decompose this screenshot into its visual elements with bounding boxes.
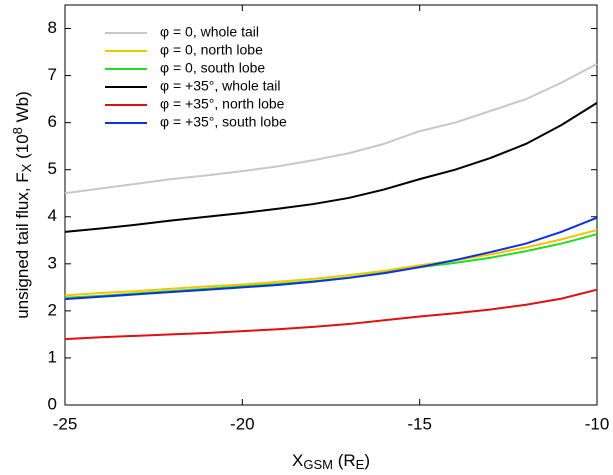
label-part: X bbox=[292, 451, 303, 470]
label-part: (R bbox=[333, 451, 356, 470]
series-line bbox=[64, 102, 598, 233]
legend-label: φ = 0, south lobe bbox=[160, 60, 265, 76]
x-tick-label: -20 bbox=[230, 414, 255, 433]
x-axis-label: XGSM (RE) bbox=[292, 451, 370, 472]
series-line bbox=[64, 228, 598, 297]
label-part: X bbox=[19, 163, 34, 172]
series-line bbox=[64, 233, 598, 299]
legend-label: φ = +35°, south lobe bbox=[160, 114, 287, 130]
x-tick-label: -10 bbox=[585, 414, 610, 433]
label-part: 8 bbox=[10, 127, 25, 134]
y-tick-label: 5 bbox=[48, 159, 57, 178]
y-tick-label: 3 bbox=[48, 253, 57, 272]
series-line bbox=[64, 62, 598, 195]
y-tick-label: 2 bbox=[48, 300, 57, 319]
y-tick-label: 0 bbox=[48, 394, 57, 413]
label-part: unsigned tail flux, F bbox=[13, 172, 32, 318]
plot-frame bbox=[64, 4, 598, 406]
legend-label: φ = 0, whole tail bbox=[160, 24, 259, 40]
legend-label: φ = +35°, whole tail bbox=[160, 78, 281, 94]
legend-label: φ = +35°, north lobe bbox=[160, 96, 285, 112]
y-axis-label: unsigned tail flux, FX (108 Wb) bbox=[10, 91, 34, 319]
label-part: E bbox=[356, 457, 365, 472]
x-tick-label: -25 bbox=[53, 414, 78, 433]
y-tick-label: 7 bbox=[48, 65, 57, 84]
y-tick-label: 1 bbox=[48, 347, 57, 366]
label-part: Wb) bbox=[13, 91, 32, 127]
label-part: ) bbox=[364, 451, 370, 470]
series-line bbox=[64, 216, 598, 301]
y-tick-label: 4 bbox=[48, 206, 57, 225]
series-line bbox=[64, 288, 598, 341]
y-tick-label: 6 bbox=[48, 112, 57, 131]
legend-label: φ = 0, north lobe bbox=[160, 42, 263, 58]
label-part: GSM bbox=[303, 457, 333, 472]
y-tick-label: 8 bbox=[48, 18, 57, 37]
x-tick-label: -15 bbox=[407, 414, 432, 433]
label-part: (10 bbox=[13, 134, 32, 163]
